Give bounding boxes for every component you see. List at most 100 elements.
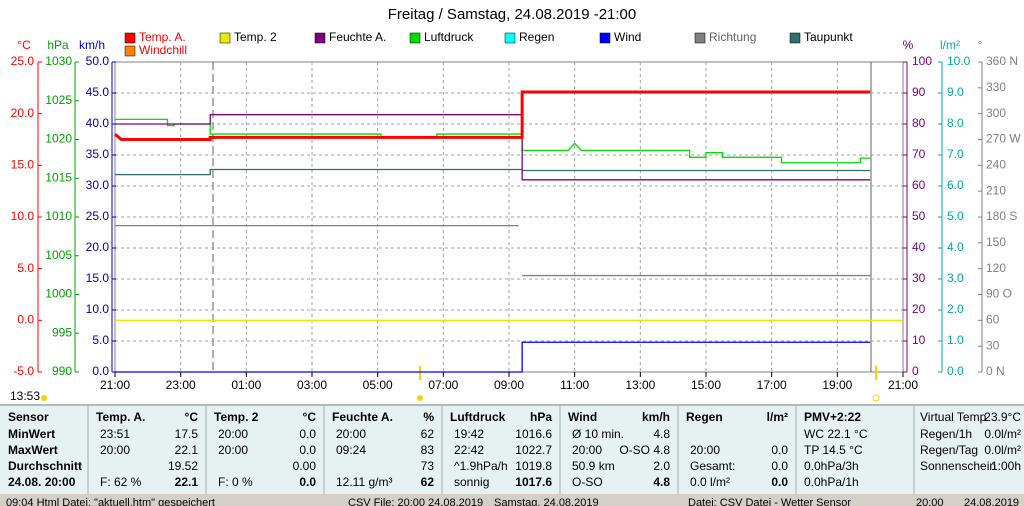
cell-text: F: 0 %	[218, 475, 253, 489]
cell-text: O-SO	[572, 475, 603, 489]
legend-label: Richtung	[709, 30, 756, 44]
column-header: PMV+2:22	[804, 410, 861, 424]
cell-text: sonnig	[454, 475, 489, 489]
y-tick-label: 0	[912, 364, 919, 378]
row-label: MinWert	[8, 427, 55, 441]
column-header: Regen	[686, 410, 723, 424]
cell-text: 23:51	[100, 427, 130, 441]
x-tick-label: 21:00	[888, 378, 918, 392]
cell-text: 19:42	[454, 427, 484, 441]
y-tick-label: 10.0	[947, 54, 971, 68]
y-tick-label: 60	[912, 178, 926, 192]
cell-value: 0.0	[771, 459, 788, 473]
y-tick-label: 30	[912, 271, 926, 285]
cell-text: 0.0hPa/1h	[804, 475, 859, 489]
cell-value: 0.0	[771, 475, 788, 489]
cell-text: 09:24	[336, 443, 366, 457]
y-tick-label: 90 O	[986, 287, 1012, 301]
x-tick-label: 13:00	[625, 378, 655, 392]
legend-label: Windchill	[139, 43, 187, 57]
column-header: Temp. 2	[214, 410, 259, 424]
x-tick-label: 15:00	[691, 378, 721, 392]
cell-value: 22.1	[175, 443, 199, 457]
y-tick-label: 0.0	[947, 364, 964, 378]
status-text: Datei: CSV Datei - Wetter Sensor	[688, 497, 851, 506]
legend-label: Temp. 2	[234, 30, 277, 44]
y-tick-label: 50.0	[86, 54, 110, 68]
y-tick-label: 1005	[45, 248, 72, 262]
status-text: CSV File: 20:00 24.08.2019	[348, 497, 483, 506]
y-tick-label: 4.0	[947, 240, 964, 254]
column-unit: °C	[185, 410, 199, 424]
cell-value: 4.8	[653, 475, 670, 489]
cell-value: 1022.7	[515, 443, 552, 457]
table-background	[0, 404, 1024, 494]
cell-value: O-SO 4.8	[619, 443, 670, 457]
y-tick-label: 10	[912, 333, 926, 347]
cell-value: 83	[421, 443, 435, 457]
y-tick-label: 9.0	[947, 85, 964, 99]
cell-value: 62	[421, 427, 435, 441]
y-tick-label: 6.0	[947, 178, 964, 192]
cell-value: 19.52	[168, 459, 198, 473]
legend-swatch	[409, 32, 421, 44]
y-tick-label: 1020	[45, 132, 72, 146]
cell-text: 22:42	[454, 443, 484, 457]
axis-unit: °	[978, 38, 983, 52]
axis-unit: hPa	[47, 38, 69, 52]
column-unit: hPa	[530, 410, 552, 424]
cell-text: 20:00	[572, 443, 602, 457]
cell-text: 20:00	[218, 443, 248, 457]
cell-value: 1019.8	[515, 459, 552, 473]
cell-value: 0.0	[771, 443, 788, 457]
cell-value: 0.0	[299, 443, 316, 457]
cell-text: Virtual Temp	[920, 410, 987, 424]
column-unit: km/h	[642, 410, 670, 424]
sun-icon	[417, 395, 423, 401]
cell-value: 73	[421, 459, 435, 473]
moon-icon	[872, 394, 880, 402]
legend-label: Taupunkt	[804, 30, 853, 44]
cell-text: 20:00	[218, 427, 248, 441]
legend-swatch	[599, 32, 611, 44]
y-tick-label: 990	[52, 364, 72, 378]
series-line	[115, 168, 871, 176]
cell-value: 1017.6	[515, 475, 552, 489]
legend-label: Luftdruck	[424, 30, 474, 44]
status-text: Samstag, 24.08.2019	[494, 497, 599, 506]
legend-swatch	[789, 32, 801, 44]
legend-swatch	[504, 32, 516, 44]
cell-value: 23.9°C	[984, 410, 1021, 424]
cell-value: 1:00h	[991, 459, 1021, 473]
x-tick-label: 21:00	[100, 378, 130, 392]
y-tick-label: 210	[986, 183, 1006, 197]
y-tick-label: 10.0	[11, 209, 35, 223]
x-tick-label: 07:00	[428, 378, 458, 392]
y-tick-label: 995	[52, 325, 72, 339]
axis-unit: °C	[17, 38, 31, 52]
y-tick-label: 1030	[45, 54, 72, 68]
cell-text: F: 62 %	[100, 475, 142, 489]
y-tick-label: 1.0	[947, 333, 964, 347]
y-tick-label: -5.0	[13, 364, 34, 378]
chart-title: Freitag / Samstag, 24.08.2019 -21:00	[388, 6, 637, 23]
x-tick-label: 17:00	[757, 378, 787, 392]
row-label: MaxWert	[8, 443, 58, 457]
y-tick-label: 20.0	[11, 106, 35, 120]
series-line	[114, 90, 871, 141]
cell-text: WC 22.1 °C	[804, 427, 868, 441]
y-tick-label: 40.0	[86, 116, 110, 130]
y-tick-label: 7.0	[947, 147, 964, 161]
row-label: Durchschnitt	[8, 459, 82, 473]
axis-unit: km/h	[79, 38, 105, 52]
y-tick-label: 150	[986, 235, 1006, 249]
cell-text: 20:00	[690, 443, 720, 457]
series-line	[115, 341, 871, 373]
y-tick-label: 240	[986, 158, 1006, 172]
cell-value: 62	[421, 475, 435, 489]
legend-label: Wind	[614, 30, 641, 44]
cell-value: 0.0l/m²	[984, 427, 1021, 441]
y-tick-label: 1015	[45, 170, 72, 184]
